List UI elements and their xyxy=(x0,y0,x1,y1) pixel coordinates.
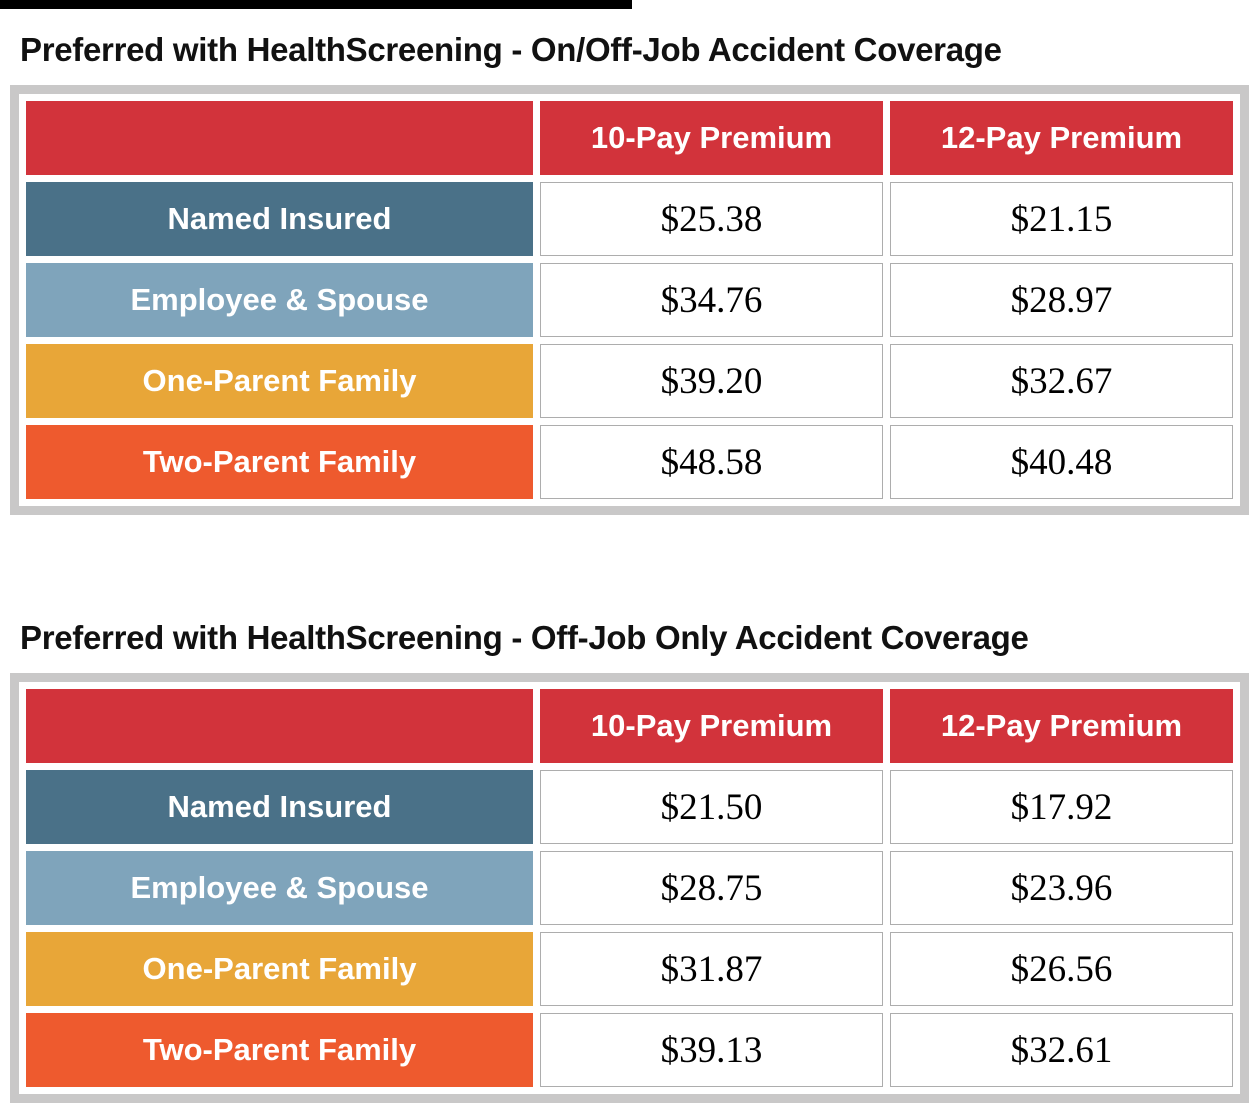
premium-value: $25.38 xyxy=(540,182,883,256)
table-row-named-insured: Named Insured $21.50 $17.92 xyxy=(26,770,1233,844)
row-label: Employee & Spouse xyxy=(26,263,534,337)
table-title-on-off-job: Preferred with HealthScreening - On/Off-… xyxy=(20,31,1002,68)
rate-table-off-job-only: 10-Pay Premium 12-Pay Premium Named Insu… xyxy=(19,682,1240,1094)
premium-value: $40.48 xyxy=(890,425,1233,499)
premium-value: $39.13 xyxy=(540,1013,883,1087)
row-label: Two-Parent Family xyxy=(26,425,534,499)
premium-value: $21.50 xyxy=(540,770,883,844)
row-label: Named Insured xyxy=(26,182,534,256)
corner-cell xyxy=(26,101,534,175)
rate-table-on-off-job: 10-Pay Premium 12-Pay Premium Named Insu… xyxy=(19,94,1240,506)
premium-value: $31.87 xyxy=(540,932,883,1006)
row-label: One-Parent Family xyxy=(26,932,534,1006)
table-row-one-parent-family: One-Parent Family $31.87 $26.56 xyxy=(26,932,1233,1006)
header-row: 10-Pay Premium 12-Pay Premium xyxy=(26,101,1233,175)
premium-value: $26.56 xyxy=(890,932,1233,1006)
column-header-12-pay: 12-Pay Premium xyxy=(890,689,1233,763)
rate-table-frame: 10-Pay Premium 12-Pay Premium Named Insu… xyxy=(10,673,1249,1103)
table-row-named-insured: Named Insured $25.38 $21.15 xyxy=(26,182,1233,256)
premium-value: $28.97 xyxy=(890,263,1233,337)
section-on-off-job-coverage: Preferred with HealthScreening - On/Off-… xyxy=(0,31,1259,515)
row-label: Employee & Spouse xyxy=(26,851,534,925)
header-row: 10-Pay Premium 12-Pay Premium xyxy=(26,689,1233,763)
premium-value: $32.61 xyxy=(890,1013,1233,1087)
premium-value: $21.15 xyxy=(890,182,1233,256)
table-row-employee-spouse: Employee & Spouse $28.75 $23.96 xyxy=(26,851,1233,925)
row-label: Two-Parent Family xyxy=(26,1013,534,1087)
corner-cell xyxy=(26,689,534,763)
premium-value: $48.58 xyxy=(540,425,883,499)
table-row-employee-spouse: Employee & Spouse $34.76 $28.97 xyxy=(26,263,1233,337)
section-off-job-only-coverage: Preferred with HealthScreening - Off-Job… xyxy=(0,619,1259,1103)
row-label: One-Parent Family xyxy=(26,344,534,418)
rate-table-frame: 10-Pay Premium 12-Pay Premium Named Insu… xyxy=(10,85,1249,515)
table-row-two-parent-family: Two-Parent Family $48.58 $40.48 xyxy=(26,425,1233,499)
premium-value: $32.67 xyxy=(890,344,1233,418)
top-partial-rule xyxy=(0,0,632,9)
premium-value: $17.92 xyxy=(890,770,1233,844)
table-title-off-job-only: Preferred with HealthScreening - Off-Job… xyxy=(20,619,1029,656)
premium-value: $23.96 xyxy=(890,851,1233,925)
table-row-two-parent-family: Two-Parent Family $39.13 $32.61 xyxy=(26,1013,1233,1087)
column-header-10-pay: 10-Pay Premium xyxy=(540,101,883,175)
premium-value: $39.20 xyxy=(540,344,883,418)
row-label: Named Insured xyxy=(26,770,534,844)
premium-value: $34.76 xyxy=(540,263,883,337)
table-row-one-parent-family: One-Parent Family $39.20 $32.67 xyxy=(26,344,1233,418)
column-header-12-pay: 12-Pay Premium xyxy=(890,101,1233,175)
premium-value: $28.75 xyxy=(540,851,883,925)
column-header-10-pay: 10-Pay Premium xyxy=(540,689,883,763)
